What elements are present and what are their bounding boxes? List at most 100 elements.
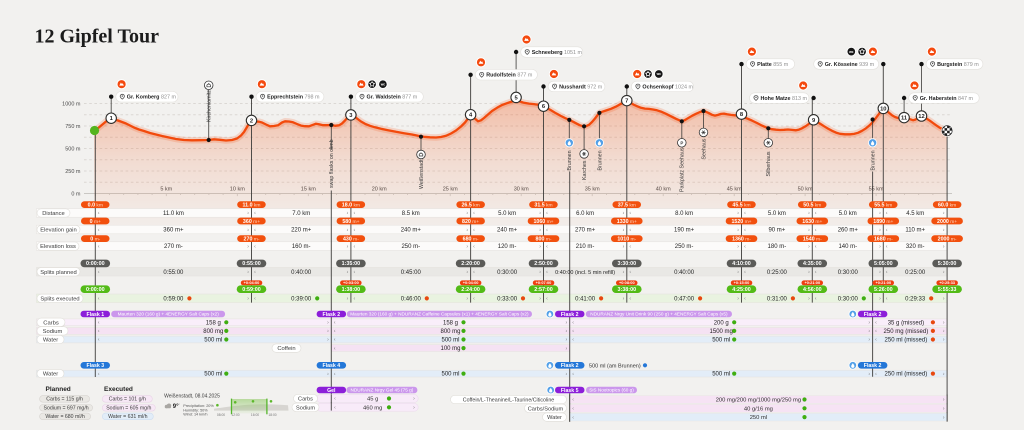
svg-text:0:00:00: 0:00:00 bbox=[86, 261, 105, 267]
svg-text:›: › bbox=[466, 296, 468, 302]
svg-text:Splits executed: Splits executed bbox=[40, 296, 79, 302]
svg-text:220 m+: 220 m+ bbox=[291, 228, 312, 234]
svg-text:›: › bbox=[943, 397, 945, 403]
svg-text:+0:21:00: +0:21:00 bbox=[875, 280, 891, 285]
svg-text:Flask 2: Flask 2 bbox=[864, 363, 882, 369]
svg-text:‹: ‹ bbox=[98, 270, 100, 276]
svg-text:5:55:33: 5:55:33 bbox=[938, 287, 957, 293]
svg-text:›: › bbox=[808, 270, 810, 276]
svg-text:0:30:00: 0:30:00 bbox=[838, 270, 859, 276]
svg-text:0:39:00: 0:39:00 bbox=[291, 296, 312, 302]
svg-text:›: › bbox=[565, 371, 567, 377]
svg-text:‹: ‹ bbox=[572, 415, 574, 421]
svg-text:›: › bbox=[943, 296, 945, 302]
svg-text:0:30:00: 0:30:00 bbox=[838, 296, 859, 302]
svg-text:12: 12 bbox=[918, 114, 924, 120]
svg-text:2000 m+: 2000 m+ bbox=[937, 219, 957, 225]
svg-text:250 mg (missed): 250 mg (missed) bbox=[884, 329, 929, 335]
svg-text:0:59:00: 0:59:00 bbox=[242, 287, 261, 293]
svg-text:SiS Nootropics (60 g): SiS Nootropics (60 g) bbox=[589, 388, 634, 393]
svg-text:‹: ‹ bbox=[572, 397, 574, 403]
svg-text:Planned: Planned bbox=[46, 386, 71, 393]
svg-text:›: › bbox=[327, 320, 329, 326]
svg-text:0:40:00: 0:40:00 bbox=[674, 270, 695, 276]
svg-text:›: › bbox=[879, 227, 881, 233]
svg-text:1680 m-: 1680 m- bbox=[874, 236, 893, 242]
svg-text:7: 7 bbox=[625, 99, 628, 105]
svg-text:250 ml: 250 ml bbox=[750, 415, 767, 421]
svg-text:200 g: 200 g bbox=[714, 320, 729, 326]
svg-text:1630 m+: 1630 m+ bbox=[802, 219, 822, 225]
svg-text:0 m-: 0 m- bbox=[90, 236, 100, 242]
svg-text:‹: ‹ bbox=[546, 244, 548, 250]
svg-text:‹: ‹ bbox=[572, 320, 574, 326]
svg-text:680 m-: 680 m- bbox=[463, 236, 479, 242]
svg-text:›: › bbox=[413, 405, 415, 411]
svg-text:‹: ‹ bbox=[254, 227, 256, 233]
svg-text:›: › bbox=[413, 396, 415, 402]
svg-text:‹: ‹ bbox=[815, 244, 817, 250]
svg-text:40 g/16 mg: 40 g/16 mg bbox=[744, 406, 773, 412]
svg-text:Carbs = 101 g/h: Carbs = 101 g/h bbox=[109, 397, 146, 403]
svg-text:160 m-: 160 m- bbox=[292, 244, 311, 250]
svg-text:580 m+: 580 m+ bbox=[342, 219, 359, 225]
svg-text:+0:21:00: +0:21:00 bbox=[804, 280, 820, 285]
svg-text:5:26:00: 5:26:00 bbox=[874, 287, 893, 293]
svg-text:›: › bbox=[565, 346, 567, 352]
svg-text:Brunnen: Brunnen bbox=[567, 150, 573, 170]
svg-text:›: › bbox=[808, 296, 810, 302]
svg-text:‹: ‹ bbox=[473, 296, 475, 302]
svg-text:Coffein/L-Theanine/L-Taurine/C: Coffein/L-Theanine/L-Taurine/Citicoline bbox=[463, 398, 555, 404]
svg-text:1520 m+: 1520 m+ bbox=[731, 219, 751, 225]
svg-text:‹: ‹ bbox=[546, 270, 548, 276]
svg-text:270 m-: 270 m- bbox=[244, 236, 260, 242]
svg-text:›: › bbox=[565, 329, 567, 335]
svg-text:›: › bbox=[565, 320, 567, 326]
svg-text:›: › bbox=[943, 371, 945, 377]
svg-text:›: › bbox=[347, 211, 349, 217]
svg-text:‹: ‹ bbox=[875, 371, 877, 377]
svg-text:6.0 km: 6.0 km bbox=[576, 211, 594, 217]
svg-text:›: › bbox=[623, 244, 625, 250]
svg-text:500 m: 500 m bbox=[65, 146, 81, 152]
svg-text:‹: ‹ bbox=[353, 244, 355, 250]
svg-text:‹: ‹ bbox=[875, 337, 877, 343]
svg-text:5.0 km: 5.0 km bbox=[768, 211, 786, 217]
svg-text:180 m-: 180 m- bbox=[768, 244, 787, 250]
svg-text:7.0 km: 7.0 km bbox=[292, 211, 310, 217]
svg-text:›: › bbox=[539, 244, 541, 250]
svg-text:Carbs/Sodium: Carbs/Sodium bbox=[528, 406, 564, 412]
svg-text:‹: ‹ bbox=[98, 329, 100, 335]
svg-text:›: › bbox=[737, 227, 739, 233]
svg-text:›: › bbox=[879, 270, 881, 276]
svg-text:‹: ‹ bbox=[473, 227, 475, 233]
svg-text:wc: wc bbox=[656, 72, 662, 76]
svg-text:›: › bbox=[943, 211, 945, 217]
svg-text:1060 m+: 1060 m+ bbox=[533, 219, 553, 225]
svg-text:›: › bbox=[943, 329, 945, 335]
svg-text:18:00: 18:00 bbox=[268, 413, 276, 417]
svg-text:0:25:00: 0:25:00 bbox=[767, 270, 788, 276]
svg-text:500 ml: 500 ml bbox=[712, 372, 730, 378]
svg-text:Sodium: Sodium bbox=[296, 405, 315, 411]
svg-text:‹: ‹ bbox=[334, 320, 336, 326]
svg-text:+0:08:00: +0:08:00 bbox=[619, 280, 635, 285]
svg-text:500 ml: 500 ml bbox=[204, 338, 222, 344]
svg-text:‹: ‹ bbox=[254, 211, 256, 217]
svg-text:1330 m+: 1330 m+ bbox=[617, 219, 637, 225]
svg-text:‹: ‹ bbox=[353, 227, 355, 233]
svg-text:2:50:00: 2:50:00 bbox=[534, 261, 553, 267]
svg-text:110 m+: 110 m+ bbox=[905, 228, 925, 234]
svg-text:›: › bbox=[466, 244, 468, 250]
svg-text:60.0 km: 60.0 km bbox=[938, 202, 956, 208]
svg-text:‹: ‹ bbox=[629, 296, 631, 302]
svg-text:Precipitation: 20%: Precipitation: 20% bbox=[183, 404, 214, 408]
svg-text:5.0 km: 5.0 km bbox=[498, 211, 516, 217]
svg-text:‹: ‹ bbox=[629, 211, 631, 217]
svg-text:2000 m-: 2000 m- bbox=[938, 236, 957, 242]
svg-text:‹: ‹ bbox=[629, 227, 631, 233]
svg-text:Coffein: Coffein bbox=[277, 346, 295, 352]
svg-text:‹: ‹ bbox=[473, 244, 475, 250]
svg-text:‹: ‹ bbox=[353, 211, 355, 217]
svg-text:Humidity: 50%: Humidity: 50% bbox=[183, 409, 208, 413]
